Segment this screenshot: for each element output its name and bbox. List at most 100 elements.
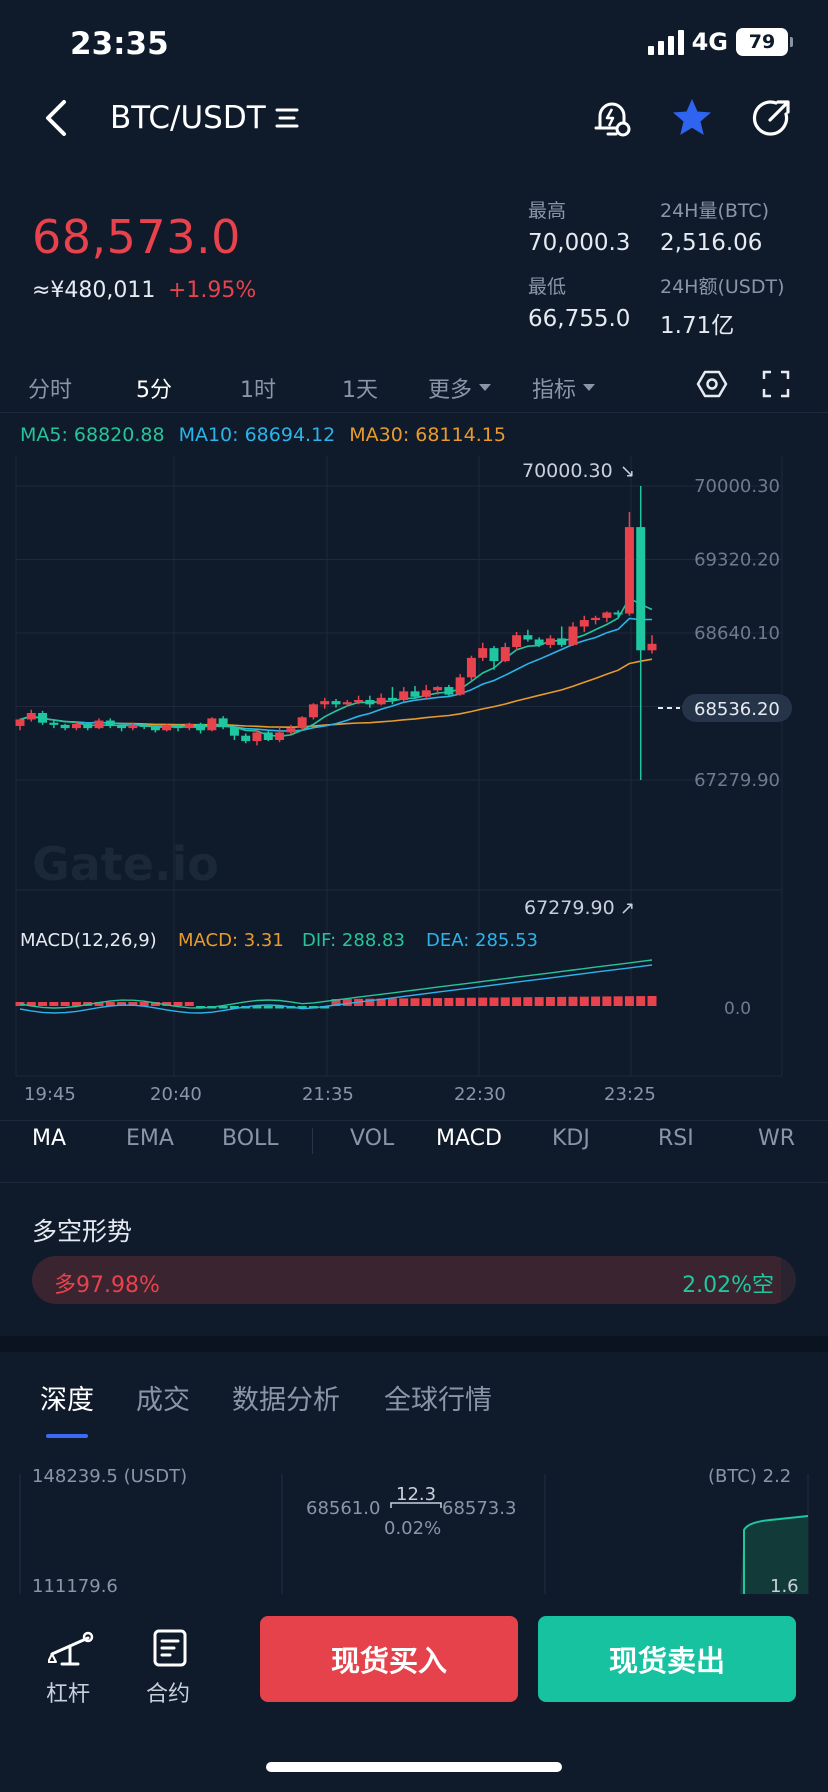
battery-icon: 79 (736, 28, 793, 56)
sentiment-short: 2.02%空 (682, 1273, 774, 1298)
macd-bar (342, 998, 352, 1006)
ind-boll[interactable]: BOLL (222, 1126, 279, 1151)
amt-label: 24H额(USDT) (660, 276, 785, 298)
depth-ask: 68573.3 (442, 1498, 516, 1519)
candle-body (376, 697, 386, 705)
candle-body (117, 725, 127, 729)
macd-bar (94, 1002, 104, 1006)
candle-body (196, 723, 206, 731)
candle-body (60, 724, 70, 729)
macd-bar (387, 998, 397, 1006)
back-icon[interactable] (40, 98, 74, 138)
candle-body (184, 723, 194, 729)
macd-bar (523, 997, 533, 1006)
macd-bar (117, 1002, 127, 1006)
macd-bar (71, 1002, 81, 1006)
ma10-line (19, 617, 653, 732)
macd-zero-label: 0.0 (724, 999, 751, 1019)
divider (0, 1182, 828, 1183)
divider (312, 1128, 313, 1154)
ma-legend: MA5: 68820.88 MA10: 68694.12 MA30: 68114… (20, 424, 506, 446)
candle-body (218, 718, 228, 728)
candle-body (173, 724, 183, 729)
ind-kdj[interactable]: KDJ (552, 1126, 590, 1151)
price-alert-icon[interactable] (590, 96, 634, 140)
macd-bar (263, 1006, 273, 1009)
caret-down-icon (583, 384, 596, 391)
candle-body (331, 701, 341, 705)
max-arrow-icon: ↘ (620, 461, 635, 482)
candle-body (286, 728, 296, 733)
ind-rsi[interactable]: RSI (658, 1126, 694, 1151)
candle-body (139, 724, 149, 728)
ind-macd[interactable]: MACD (436, 1126, 502, 1151)
macd-bar (376, 998, 386, 1006)
macd-bar (444, 997, 454, 1006)
depth-chart[interactable]: 148239.5 (USDT) 111179.6 12.3 68561.0 68… (0, 1458, 828, 1594)
macd-bar (26, 1002, 36, 1006)
ma10-path (19, 617, 653, 732)
macd-bar (557, 996, 567, 1006)
candle-body (308, 704, 318, 718)
sentiment-bar (32, 1256, 796, 1304)
candle-body (49, 722, 59, 725)
ind-ema[interactable]: EMA (126, 1126, 174, 1151)
depth-right-top: (BTC) 2.2 (708, 1466, 791, 1487)
depth-spread-bracket (390, 1502, 442, 1508)
ind-ma[interactable]: MA (32, 1126, 67, 1151)
ma5-value: MA5: 68820.88 (20, 424, 165, 446)
macd-bar (433, 998, 443, 1006)
candle-body (624, 527, 634, 614)
ind-vol[interactable]: VOL (350, 1126, 395, 1151)
watermark-logo: Gate.io (32, 837, 219, 891)
tab-5min[interactable]: 5分 (136, 378, 172, 403)
favorite-star-icon[interactable] (670, 96, 714, 140)
pair-title[interactable]: BTC/USDT (110, 100, 300, 136)
share-icon[interactable] (750, 96, 794, 140)
fullscreen-icon[interactable] (762, 370, 790, 398)
candle-body (275, 732, 285, 741)
leverage-scale-icon[interactable] (48, 1628, 94, 1668)
dea-line (19, 964, 653, 1014)
macd-bar (38, 1002, 48, 1006)
tab-indicators[interactable]: 指标 (532, 372, 596, 404)
candle-body (489, 648, 499, 662)
sentiment-long: 多97.98% (54, 1273, 160, 1298)
home-indicator[interactable] (266, 1762, 562, 1772)
tab-more[interactable]: 更多 (428, 372, 492, 404)
tab-1day[interactable]: 1天 (342, 378, 378, 403)
depth-y-top: 148239.5 (USDT) (32, 1466, 187, 1487)
tab-depth[interactable]: 深度 (40, 1385, 94, 1416)
kline-chart[interactable]: Gate.io 70000.3069320.2068640.1067960.00… (0, 450, 828, 1110)
tab-global-market[interactable]: 全球行情 (384, 1385, 492, 1416)
macd-bar (466, 997, 476, 1006)
status-time: 23:35 (70, 26, 169, 62)
spot-sell-button[interactable]: 现货卖出 (538, 1616, 796, 1702)
price-cny: ≈¥480,011 (32, 278, 156, 303)
contract-label[interactable]: 合约 (146, 1682, 191, 1707)
macd-bar (320, 1006, 330, 1009)
candle-body (523, 635, 533, 640)
spot-buy-button[interactable]: 现货买入 (260, 1616, 518, 1702)
y-tick-label: 70000.30 (694, 476, 780, 497)
tab-1hour[interactable]: 1时 (240, 378, 276, 403)
candle-body (387, 697, 397, 701)
divider (0, 1120, 828, 1121)
macd-title: MACD(12,26,9) (20, 930, 157, 951)
ind-wr[interactable]: WR (758, 1126, 796, 1151)
tab-trades[interactable]: 成交 (136, 1385, 190, 1416)
x-tick-label: 23:25 (604, 1084, 656, 1105)
high-label: 最高 (528, 200, 567, 222)
divider (0, 412, 828, 413)
candle-body (15, 719, 25, 726)
tab-data-analysis[interactable]: 数据分析 (232, 1385, 340, 1416)
tab-indicators-label: 指标 (532, 378, 577, 403)
chart-settings-icon[interactable] (696, 368, 728, 400)
caret-down-icon (479, 384, 492, 391)
x-axis-labels: 19:45 20:40 21:35 22:30 23:25 (24, 1084, 656, 1105)
leverage-label[interactable]: 杠杆 (46, 1682, 91, 1707)
status-indicators: 4G 79 (647, 28, 793, 56)
contract-doc-icon[interactable] (152, 1628, 188, 1668)
tab-timeline[interactable]: 分时 (28, 378, 73, 403)
macd-bar (297, 1006, 307, 1009)
